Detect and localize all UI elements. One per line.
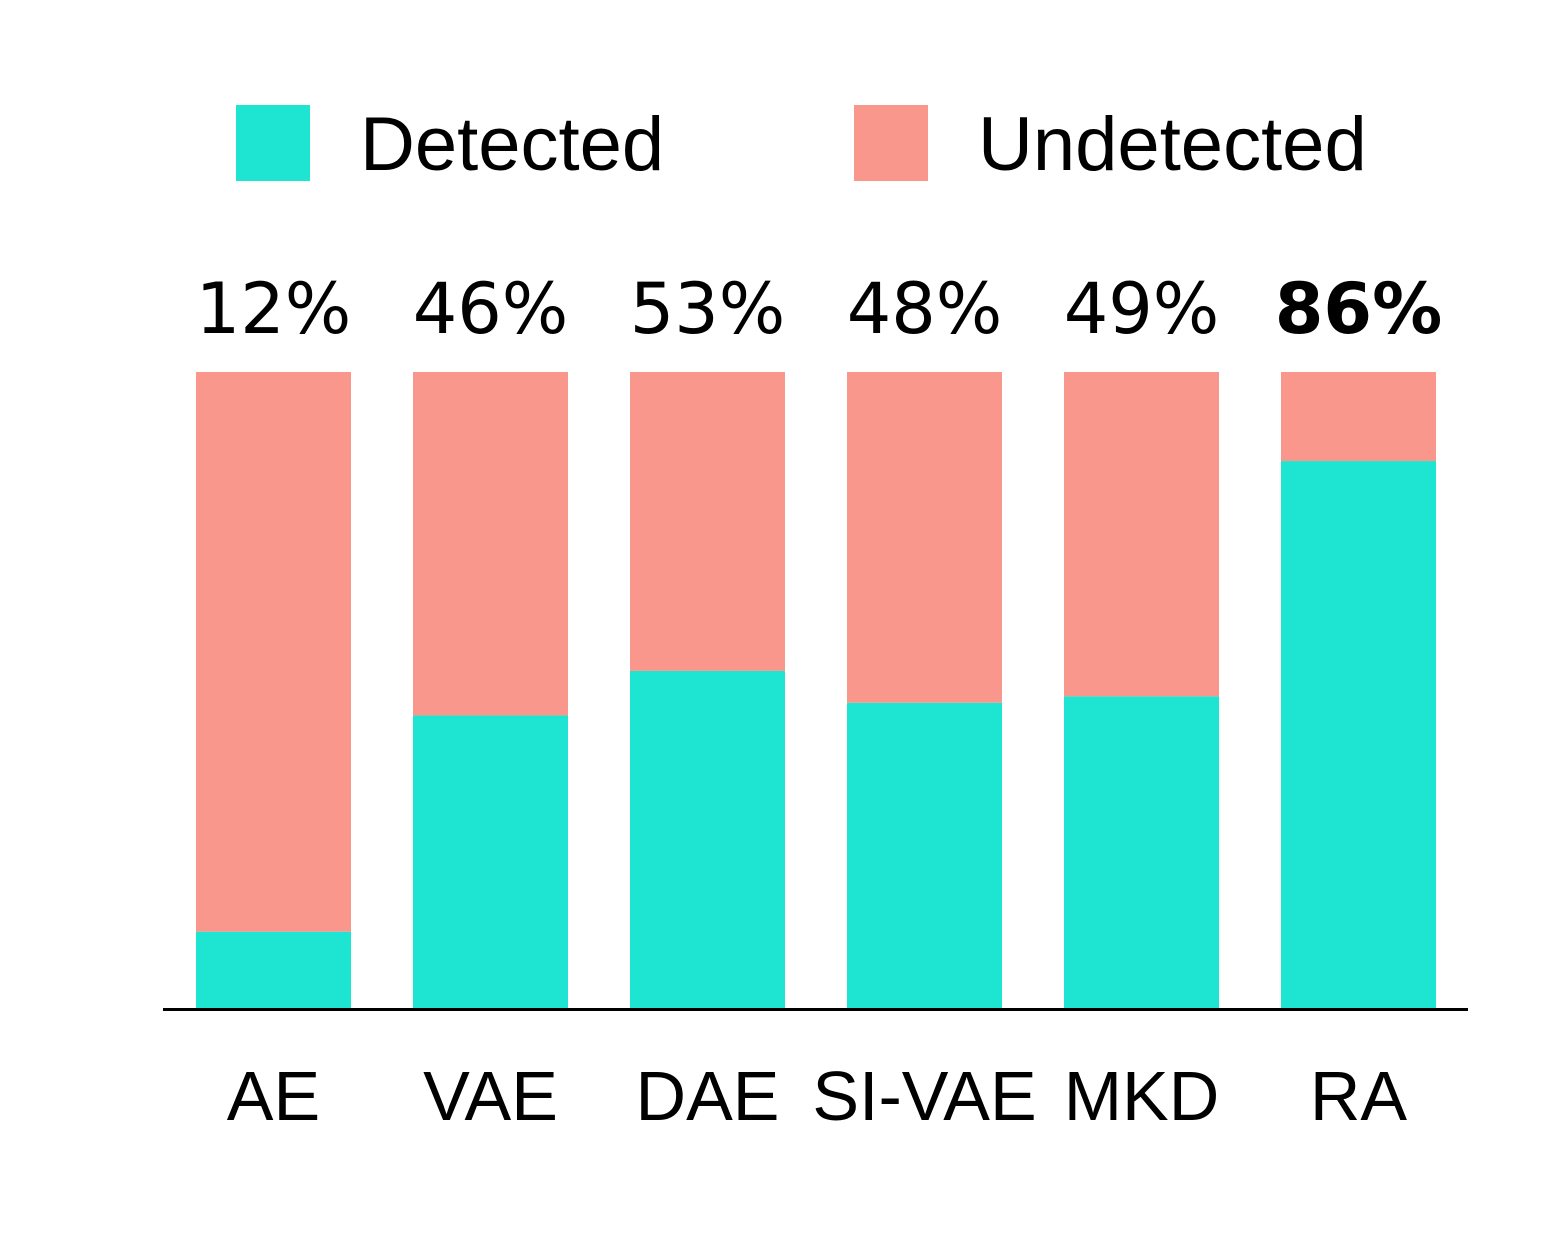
bar-undetected-si-vae: [847, 372, 1002, 703]
category-label-dae: DAE: [636, 1057, 780, 1135]
category-label-ra: RA: [1310, 1057, 1408, 1135]
bar-group-dae: [630, 372, 785, 1008]
data-label-mkd: 49%: [1064, 268, 1220, 350]
x-axis: AE VAE DAE SI-VAE MKD RA: [163, 1008, 1468, 1135]
category-label-si-vae: SI-VAE: [812, 1057, 1036, 1135]
bar-detected-mkd: [1064, 696, 1219, 1008]
bar-undetected-ae: [196, 372, 351, 932]
bar-undetected-dae: [630, 372, 785, 671]
category-label-mkd: MKD: [1064, 1057, 1220, 1135]
legend-label-detected: Detected: [360, 102, 664, 187]
bar-undetected-vae: [413, 372, 568, 716]
bar-group-ra: [1281, 372, 1436, 1008]
data-label-ae: 12%: [196, 268, 352, 350]
bar-group-mkd: [1064, 372, 1219, 1008]
category-label-vae: VAE: [423, 1057, 558, 1135]
bar-detected-si-vae: [847, 702, 1002, 1008]
data-labels: 12% 46% 53% 48% 49% 86%: [196, 268, 1443, 350]
legend: Detected Undetected: [236, 102, 1367, 187]
data-label-si-vae: 48%: [847, 268, 1003, 350]
bar-detected-vae: [413, 715, 568, 1008]
bar-detected-dae: [630, 670, 785, 1008]
category-label-ae: AE: [227, 1057, 320, 1135]
legend-swatch-detected: [236, 105, 310, 181]
bars: [196, 372, 1436, 1008]
bar-group-vae: [413, 372, 568, 1008]
data-label-vae: 46%: [413, 268, 569, 350]
legend-item-detected: Detected: [236, 102, 664, 187]
legend-item-undetected: Undetected: [854, 102, 1367, 187]
bar-group-ae: [196, 372, 351, 1008]
bar-group-si-vae: [847, 372, 1002, 1008]
data-label-dae: 53%: [630, 268, 786, 350]
bar-detected-ra: [1281, 461, 1436, 1008]
legend-label-undetected: Undetected: [978, 102, 1367, 187]
bar-detected-ae: [196, 931, 351, 1008]
data-label-ra: 86%: [1275, 268, 1443, 350]
bar-undetected-mkd: [1064, 372, 1219, 697]
legend-swatch-undetected: [854, 105, 928, 181]
bar-undetected-ra: [1281, 372, 1436, 462]
